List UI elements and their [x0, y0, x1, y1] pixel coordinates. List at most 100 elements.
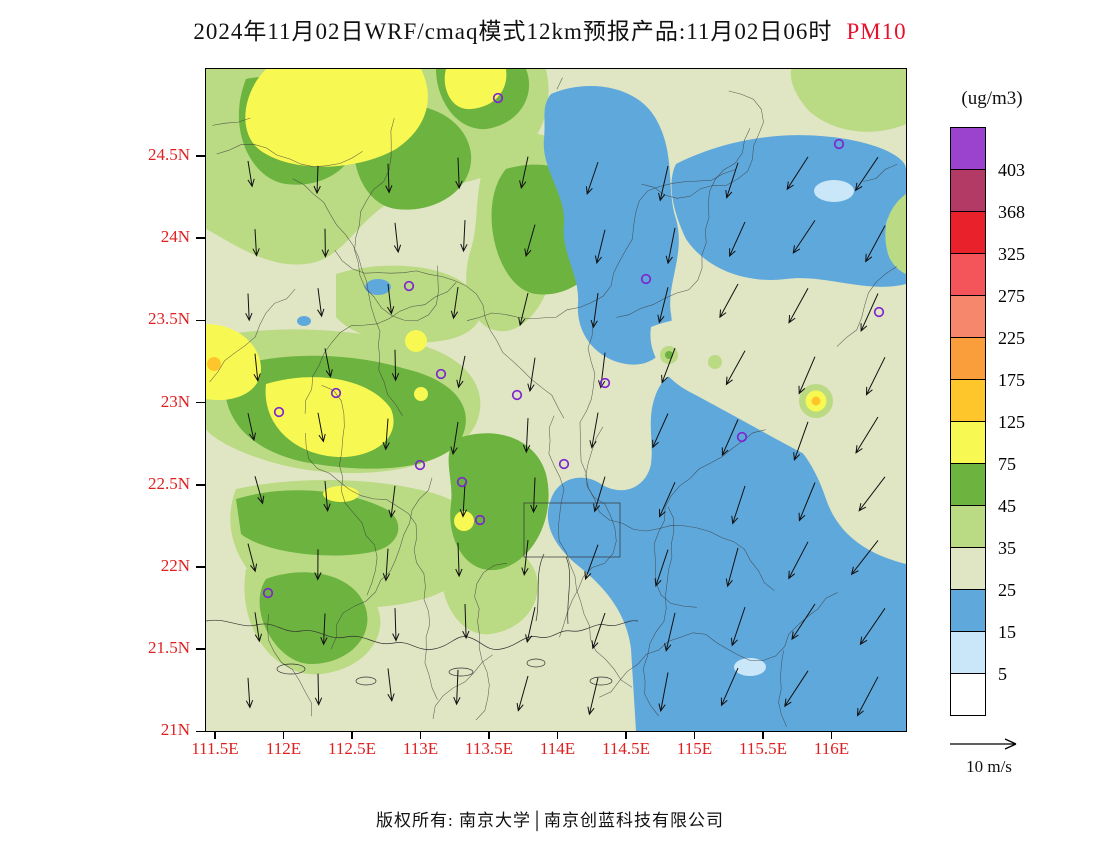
lat-label: 22.5N: [147, 473, 190, 493]
wind-arrow: [589, 412, 599, 449]
lon-tick: [830, 731, 833, 739]
legend-band-red: [950, 211, 986, 254]
wind-arrow: [594, 229, 606, 265]
island: [526, 658, 546, 668]
wind-arrow: [786, 156, 809, 191]
wind-arrow: [516, 675, 529, 712]
wind-arrow: [721, 419, 739, 457]
wind-arrow: [450, 287, 459, 320]
wind-arrow: [254, 612, 262, 643]
wind-arrow: [313, 165, 321, 195]
wind-arrow: [521, 540, 529, 576]
station-marker: [558, 458, 570, 470]
wind-arrow: [524, 224, 536, 258]
lat-tick: [196, 484, 205, 486]
map-canvas: [206, 69, 906, 731]
lon-label: 114E: [539, 739, 576, 758]
station-marker: [833, 138, 845, 150]
wind-arrow: [392, 608, 400, 642]
legend-band-value: 25: [998, 580, 1016, 600]
lat-tick: [196, 566, 205, 568]
wind-arrow: [860, 293, 879, 332]
station-marker: [262, 587, 274, 599]
wind-arrow: [725, 350, 746, 386]
wind-arrow: [850, 540, 879, 576]
estuary-line: [535, 553, 545, 622]
legend-band-yellow: [950, 421, 986, 464]
lon-label: 115.5E: [738, 739, 787, 758]
wind-arrow: [459, 483, 468, 518]
wind-arrow: [720, 667, 739, 707]
wind-arrow: [725, 547, 739, 588]
station-marker: [403, 280, 415, 292]
wind-arrow: [391, 349, 400, 382]
wind-arrow: [730, 606, 746, 647]
lon-tick: [282, 731, 285, 739]
legend-band-lightgreen: [950, 505, 986, 548]
legend-band-salmon: [950, 295, 986, 338]
wind-arrow: [659, 481, 676, 518]
lat-label: 21.5N: [147, 638, 190, 658]
wind-arrow: [858, 476, 886, 512]
wind-arrow: [654, 549, 669, 588]
lon-tick: [419, 731, 422, 739]
wind-arrow: [382, 418, 390, 451]
lon-label: 112E: [265, 739, 302, 758]
wind-arrow: [865, 356, 886, 396]
contour-yellow-layer: [206, 69, 507, 531]
lat-label: 21N: [160, 720, 190, 740]
wind-arrow: [253, 353, 261, 382]
estuary-line: [565, 556, 570, 625]
lon-tick: [214, 731, 216, 739]
wind-arrow: [658, 165, 669, 202]
wind-arrow: [393, 222, 402, 254]
wind-arrow: [245, 677, 254, 709]
county-boundaries: [209, 77, 898, 727]
wind-arrow: [525, 607, 536, 644]
lon-tick: [693, 731, 696, 739]
delta-domain-box: [523, 502, 621, 558]
wind-arrow: [587, 677, 599, 716]
footer-copyright: 版权所有: 南京大学│南京创蓝科技有限公司: [375, 811, 725, 830]
legend-band-value: 275: [998, 286, 1025, 306]
lat-tick: [196, 319, 205, 322]
wind-arrow: [590, 292, 599, 329]
wind-arrow: [522, 418, 531, 454]
legend-band-coral: [950, 253, 986, 296]
station-marker: [599, 377, 611, 389]
wind-arrow: [652, 413, 669, 449]
wind-arrow: [320, 613, 328, 646]
station-marker: [435, 368, 447, 380]
station-marker: [873, 306, 885, 318]
wind-arrow: [798, 356, 816, 395]
legend-band-value: 368: [998, 202, 1025, 222]
legend-band-value: 15: [998, 622, 1016, 642]
lon-tick: [762, 731, 764, 739]
coastline-group: [206, 502, 639, 686]
wind-arrow: [792, 220, 816, 254]
wind-arrow: [456, 355, 466, 389]
wind-arrow: [460, 220, 468, 253]
wind-arrow: [386, 283, 395, 315]
wind-arrow: [323, 481, 331, 512]
wind-arrow: [317, 288, 325, 318]
legend-band-value: 175: [998, 370, 1025, 390]
station-marker: [492, 92, 504, 104]
wind-arrow: [665, 227, 676, 265]
wind-arrow: [585, 161, 599, 196]
wind-arrow: [252, 229, 260, 257]
wind-arrow: [247, 160, 255, 188]
title-pollutant: PM10: [846, 19, 907, 44]
contour-gold-layer: [207, 357, 221, 371]
map-frame: [205, 68, 907, 732]
island: [589, 676, 613, 686]
contour-east-details: [660, 69, 906, 418]
wind-arrow: [385, 163, 393, 194]
wind-arrow: [788, 541, 809, 580]
lat-label: 23N: [160, 391, 190, 411]
wind-arrow: [664, 612, 676, 652]
wind-arrow: [317, 412, 326, 443]
island: [448, 667, 474, 677]
legend-band-value: 325: [998, 244, 1025, 264]
coastline: [206, 619, 639, 650]
